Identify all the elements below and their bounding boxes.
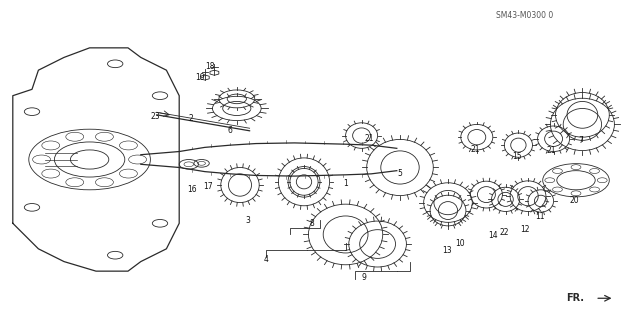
Text: 10: 10 [454,239,465,248]
Text: 4: 4 [263,256,268,264]
Text: 1: 1 [343,179,348,188]
Text: 22: 22 [500,228,509,237]
Text: 19: 19 [195,73,205,82]
Text: 20: 20 [570,197,580,205]
Text: 6: 6 [228,126,233,135]
Text: 15: 15 [512,152,522,161]
Text: 7: 7 [579,136,584,145]
Text: 9: 9 [361,273,366,282]
Text: 13: 13 [442,246,452,255]
Text: 11: 11 [535,212,544,221]
Text: 17: 17 [203,182,213,191]
Text: 23: 23 [150,112,160,121]
Text: 21: 21 [547,146,556,155]
Text: 2: 2 [188,114,193,122]
Text: 18: 18 [205,63,214,71]
Text: 14: 14 [488,231,498,240]
Text: 12: 12 [520,225,529,234]
Text: 16: 16 [187,185,197,194]
Text: 21: 21 [365,134,374,143]
Text: FR.: FR. [566,293,584,303]
Text: 8: 8 [310,219,315,228]
Text: 5: 5 [397,169,403,178]
Text: 21: 21 [470,145,479,154]
Text: 3: 3 [246,216,251,225]
Text: SM43-M0300 0: SM43-M0300 0 [496,11,554,20]
